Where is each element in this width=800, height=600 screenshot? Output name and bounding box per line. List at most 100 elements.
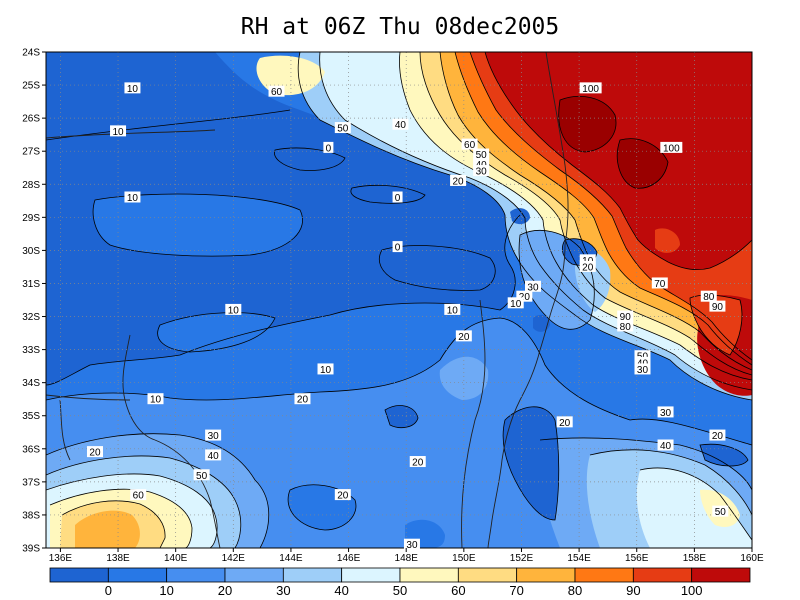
colorbar-swatch: [399, 567, 459, 583]
lon-tick-label: 138E: [106, 553, 130, 564]
colorbar-swatch: [341, 567, 401, 583]
lat-tick-label: 32S: [22, 312, 40, 323]
lat-tick-label: 39S: [22, 544, 40, 555]
colorbar-label: 0: [105, 583, 112, 598]
colorbar-label: 40: [334, 583, 348, 598]
contour-label: 20: [453, 176, 465, 187]
contour-label: 40: [208, 451, 220, 462]
contour-label-bg: [334, 489, 351, 501]
contour-label-bg: [579, 82, 602, 94]
contour-label-bg: [461, 138, 478, 150]
contour-label-bg: [392, 241, 403, 253]
contour-label-bg: [124, 82, 141, 94]
contour-label: 30: [406, 540, 418, 551]
lat-tick-label: 29S: [22, 213, 40, 224]
contour-label: 80: [620, 322, 632, 333]
contour-label: 30: [660, 408, 672, 419]
contour-label-bg: [634, 350, 651, 362]
contour-label-bg: [392, 191, 403, 203]
lon-tick-label: 158E: [683, 553, 707, 564]
contour-label-bg: [556, 416, 573, 428]
contour-label: 20: [582, 262, 594, 273]
colorbar-label: 30: [276, 583, 290, 598]
colorbar-swatch: [516, 567, 576, 583]
lon-tick-label: 148E: [395, 553, 419, 564]
contour-label-bg: [130, 489, 147, 501]
contour-label-bg: [579, 254, 596, 266]
colorbar-label: 50: [393, 583, 407, 598]
contour-label: 10: [127, 193, 139, 204]
colorbar-swatch: [632, 567, 693, 583]
colorbar-swatch: [457, 567, 518, 583]
contour-label: 30: [637, 365, 649, 376]
contour-label: 20: [297, 395, 309, 406]
contour-label: 50: [476, 150, 488, 161]
lat-tick-label: 27S: [22, 147, 40, 158]
colorbar-label: 60: [451, 583, 465, 598]
contour-label-bg: [268, 85, 285, 97]
map-title: RH at 06Z Thu 08dec2005: [240, 14, 560, 40]
lat-tick-label: 33S: [22, 345, 40, 356]
contour-label: 20: [89, 448, 101, 459]
contour-label: 70: [654, 279, 666, 290]
contour-label-bg: [444, 303, 461, 315]
contour-label: 10: [320, 365, 332, 376]
contour-label-bg: [193, 469, 210, 481]
contour-label: 100: [663, 143, 680, 154]
contour-label-bg: [205, 449, 222, 461]
contour-label-bg: [409, 456, 426, 468]
lat-tick-label: 36S: [22, 444, 40, 455]
colorbar-swatch: [166, 567, 226, 583]
contour-label-bg: [634, 356, 651, 368]
lat-tick-label: 24S: [22, 48, 40, 59]
contour-label-bg: [617, 320, 634, 332]
contour-label-bg: [507, 297, 524, 309]
contour-label: 50: [715, 507, 727, 518]
contour-label-bg: [317, 363, 334, 375]
lon-tick-label: 136E: [49, 553, 73, 564]
lon-tick-label: 142E: [222, 553, 246, 564]
lat-tick-label: 28S: [22, 180, 40, 191]
lat-tick-label: 31S: [22, 279, 40, 290]
colorbar-label: 20: [218, 583, 232, 598]
contour-label-bg: [712, 505, 729, 517]
longitude-axis: 136E 138E 140E 142E 144E 146E 148E 150E 152E 154E…: [49, 548, 764, 564]
contour-label: 80: [703, 292, 715, 303]
lon-tick-label: 146E: [337, 553, 361, 564]
contour-label-bg: [294, 393, 311, 405]
lon-tick-label: 140E: [164, 553, 188, 564]
colorbar: 0 10 20 30 40 50 60 70 80 90 100: [49, 567, 751, 598]
contour-label: 40: [395, 120, 407, 131]
lat-tick-label: 35S: [22, 411, 40, 422]
lat-tick-label: 37S: [22, 477, 40, 488]
coastlines: [46, 52, 569, 548]
colorbar-swatch: [282, 567, 343, 583]
contour-label-bg: [579, 260, 596, 272]
contour-label: 100: [582, 84, 599, 95]
contour-lines: [46, 52, 752, 548]
contour-label: 20: [712, 431, 724, 442]
contour-label: 20: [519, 292, 531, 303]
contour-label-bg: [516, 290, 533, 302]
rh-field: [46, 52, 752, 548]
contour-label-bg: [657, 406, 674, 418]
contour-label: 10: [112, 127, 124, 138]
colorbar-swatch: [107, 567, 168, 583]
contour-label-bg: [392, 118, 409, 130]
colorbar-label: 90: [626, 583, 640, 598]
contour-label-bg: [700, 290, 717, 302]
lon-tick-label: 160E: [740, 553, 764, 564]
contour-label: 30: [476, 167, 488, 178]
lon-tick-label: 154E: [567, 553, 591, 564]
contour-label-bg: [334, 122, 351, 134]
contour-label: 10: [127, 84, 139, 95]
colorbar-swatch: [49, 567, 109, 583]
contour-label-bg: [225, 303, 242, 315]
contour-label: 30: [208, 431, 220, 442]
contour-label-bg: [110, 125, 127, 137]
contour-label-bg: [473, 158, 490, 170]
contour-label-bg: [147, 393, 164, 405]
contour-label: 20: [559, 418, 571, 429]
contour-label: 40: [660, 441, 672, 452]
